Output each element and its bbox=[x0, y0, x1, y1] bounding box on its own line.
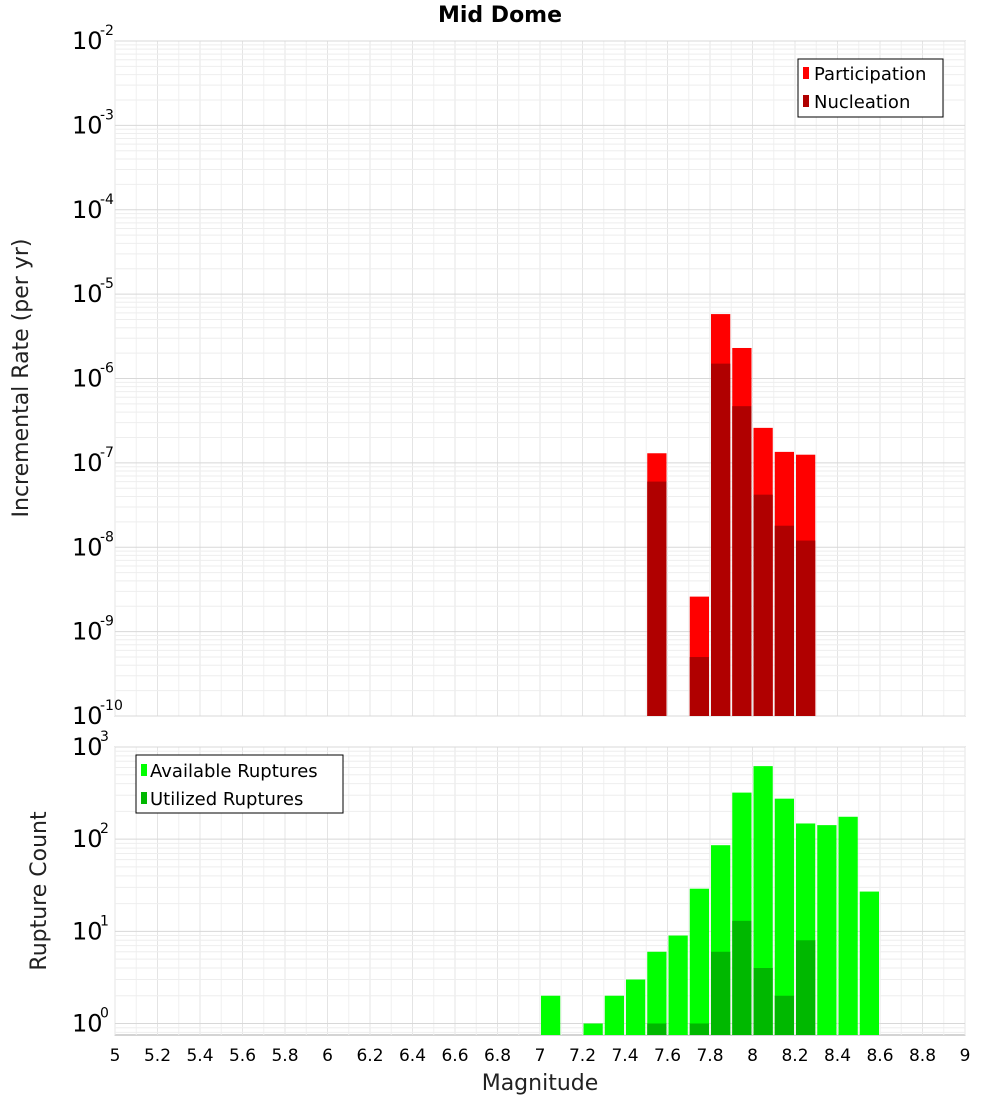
x-tick-label: 6.4 bbox=[399, 1046, 426, 1066]
rate-y-tick-label: 10 bbox=[72, 365, 103, 393]
rate-y-tick-label: 10 bbox=[72, 111, 103, 139]
chart-title: Mid Dome bbox=[438, 3, 562, 28]
count-bar-series1 bbox=[626, 979, 646, 1035]
nucleation-legend-label: Nucleation bbox=[814, 92, 910, 113]
utilized-legend-swatch bbox=[141, 792, 147, 804]
available-legend-label: Available Ruptures bbox=[150, 761, 318, 782]
x-tick-label: 5.6 bbox=[229, 1046, 256, 1066]
rate-y-tick-label: 10 bbox=[72, 533, 103, 561]
rate-bars bbox=[647, 314, 816, 716]
rate-y-tick-exponent: -2 bbox=[100, 23, 114, 39]
x-tick-label: 6 bbox=[322, 1046, 333, 1066]
x-ticks: 5 5.2 5.4 5.6 5.8 6 6.2 6.4 6.6 6.8 7 7.2 7.4 7.6 7.8 8… bbox=[110, 1046, 971, 1066]
x-tick-label: 6.8 bbox=[484, 1046, 511, 1066]
count-bar-series1 bbox=[583, 1023, 603, 1035]
rate-gridlines bbox=[114, 40, 966, 717]
x-axis-label: Magnitude bbox=[482, 1071, 599, 1096]
count-y-axis-label: Rupture Count bbox=[27, 811, 52, 971]
count-y-tick-exponent: 3 bbox=[100, 729, 109, 745]
count-bar-series1 bbox=[668, 935, 688, 1035]
rate-legend-box bbox=[797, 58, 944, 118]
count-bar-series2 bbox=[689, 1023, 709, 1035]
x-tick-label: 5.4 bbox=[186, 1046, 213, 1066]
x-tick-label: 7.2 bbox=[569, 1046, 596, 1066]
rate-y-tick-exponent: -8 bbox=[100, 529, 114, 545]
count-bar-series1 bbox=[817, 825, 837, 1035]
count-bar-series1 bbox=[774, 798, 794, 1035]
rate-y-tick-exponent: -10 bbox=[100, 698, 123, 714]
rate-y-axis-label: Incremental Rate (per yr) bbox=[9, 239, 34, 518]
rate-y-tick-label: 10 bbox=[72, 618, 103, 646]
count-y-tick-label: 10 bbox=[72, 1009, 103, 1037]
x-tick-label: 8.4 bbox=[824, 1046, 851, 1066]
rate-y-tick-exponent: -6 bbox=[100, 361, 114, 377]
available-legend-swatch bbox=[141, 764, 147, 776]
rate-bar-series2 bbox=[689, 657, 709, 716]
x-tick-label: 8 bbox=[747, 1046, 758, 1066]
rate-y-tick-label: 10 bbox=[72, 449, 103, 477]
count-bar-series2 bbox=[732, 920, 752, 1035]
count-bar-series1 bbox=[541, 995, 561, 1035]
x-tick-label: 7.6 bbox=[654, 1046, 681, 1066]
count-bar-series2 bbox=[753, 967, 773, 1035]
rate-y-tick-exponent: -7 bbox=[100, 445, 114, 461]
x-tick-label: 7.4 bbox=[611, 1046, 638, 1066]
count-legend-box bbox=[135, 754, 344, 814]
x-tick-label: 7.8 bbox=[696, 1046, 723, 1066]
rate-bar-series2 bbox=[647, 481, 667, 716]
count-y-tick-exponent: 0 bbox=[100, 1005, 109, 1021]
x-tick-label: 8.2 bbox=[781, 1046, 808, 1066]
x-tick-label: 8.6 bbox=[866, 1046, 893, 1066]
count-bar-series1 bbox=[753, 766, 773, 1035]
count-y-tick-label: 10 bbox=[72, 917, 103, 945]
count-bar-series1 bbox=[647, 951, 667, 1035]
nucleation-legend-swatch bbox=[803, 95, 809, 107]
count-y-tick-exponent: 2 bbox=[100, 821, 109, 837]
count-bar-series2 bbox=[711, 951, 731, 1035]
x-tick-label: 5 bbox=[110, 1046, 121, 1066]
count-bar-series1 bbox=[689, 888, 709, 1035]
count-y-tick-label: 10 bbox=[72, 733, 103, 761]
rate-bar-series2 bbox=[774, 525, 794, 716]
count-bar-series1 bbox=[838, 816, 858, 1035]
utilized-legend-label: Utilized Ruptures bbox=[150, 789, 303, 810]
count-bar-series2 bbox=[647, 1023, 667, 1035]
x-tick-label: 6.6 bbox=[441, 1046, 468, 1066]
rate-y-tick-label: 10 bbox=[72, 702, 103, 730]
x-tick-label: 5.8 bbox=[271, 1046, 298, 1066]
rate-bar-series2 bbox=[796, 540, 816, 716]
count-bar-series1 bbox=[604, 995, 624, 1035]
rate-y-tick-exponent: -5 bbox=[100, 276, 114, 292]
rate-y-tick-label: 10 bbox=[72, 196, 103, 224]
rate-bar-series2 bbox=[711, 363, 731, 716]
participation-legend-swatch bbox=[803, 67, 809, 79]
count-bar-series2 bbox=[796, 940, 816, 1035]
count-bars bbox=[541, 766, 879, 1035]
count-y-tick-label: 10 bbox=[72, 825, 103, 853]
count-legend: Available Ruptures Utilized Ruptures bbox=[135, 754, 344, 814]
x-tick-label: 7 bbox=[535, 1046, 546, 1066]
count-bar-series1 bbox=[859, 891, 879, 1035]
rate-y-tick-exponent: -4 bbox=[100, 192, 114, 208]
rate-y-tick-exponent: -9 bbox=[100, 614, 114, 630]
rate-y-tick-label: 10 bbox=[72, 280, 103, 308]
count-bar-series2 bbox=[774, 995, 794, 1035]
participation-legend-label: Participation bbox=[814, 64, 926, 85]
rate-bar-series2 bbox=[732, 406, 752, 716]
count-y-tick-exponent: 1 bbox=[100, 913, 109, 929]
rate-y-tick-label: 10 bbox=[72, 27, 103, 55]
x-tick-label: 5.2 bbox=[144, 1046, 171, 1066]
x-tick-label: 6.2 bbox=[356, 1046, 383, 1066]
x-tick-label: 9 bbox=[960, 1046, 971, 1066]
rate-bar-series2 bbox=[753, 494, 773, 716]
x-tick-label: 8.8 bbox=[909, 1046, 936, 1066]
rate-legend: Participation Nucleation bbox=[797, 58, 944, 118]
rate-y-tick-exponent: -3 bbox=[100, 107, 114, 123]
